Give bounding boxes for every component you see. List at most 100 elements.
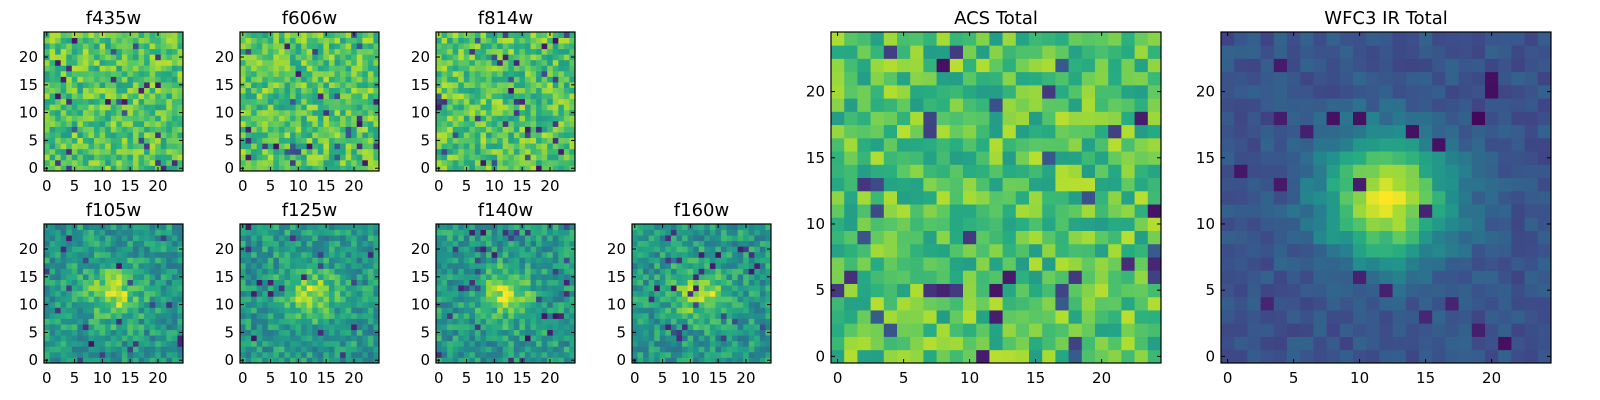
heatmap-cell [458, 126, 465, 133]
heatmap-cell [367, 246, 374, 253]
heatmap-cell [245, 307, 252, 314]
heatmap-cell [632, 262, 638, 269]
heatmap-cell [536, 268, 543, 275]
heatmap-cell [524, 257, 531, 264]
heatmap-cell [345, 346, 352, 353]
heatmap-cell [765, 262, 772, 269]
heatmap-cell [132, 307, 139, 314]
heatmap-cell [323, 268, 330, 275]
heatmap-cell [138, 154, 145, 161]
heatmap-cell [284, 307, 291, 314]
heatmap-cell [497, 154, 504, 161]
heatmap-cell [486, 109, 492, 116]
heatmap-cell [367, 335, 374, 342]
heatmap-cell [77, 115, 84, 122]
heatmap-cell [676, 274, 683, 280]
heatmap-cell [732, 346, 739, 353]
heatmap-cell [290, 285, 296, 292]
heatmap-cell [659, 296, 666, 303]
heatmap-cell [910, 217, 924, 231]
heatmap-cell [82, 290, 89, 297]
heatmap-cell [132, 290, 139, 297]
heatmap-cell [267, 115, 274, 122]
heatmap-cell [132, 165, 139, 172]
heatmap-cell [155, 324, 162, 331]
heatmap-cell [748, 224, 755, 230]
heatmap-cell [949, 177, 964, 192]
heatmap-cell [463, 296, 470, 303]
heatmap-cell [480, 357, 487, 364]
heatmap-cell [547, 82, 554, 88]
heatmap-cell [569, 43, 576, 50]
heatmap-cell [251, 54, 258, 61]
heatmap-cell [295, 115, 302, 122]
heatmap-cell [469, 274, 476, 280]
heatmap-cell [328, 246, 335, 253]
heatmap-cell [121, 257, 128, 264]
heatmap-cell [60, 357, 67, 364]
heatmap-cell [284, 346, 291, 353]
heatmap-cell [267, 268, 274, 275]
heatmap-cell [340, 296, 347, 303]
axes-frame [43, 31, 184, 172]
heatmap-cell [976, 336, 990, 351]
heatmap-cell [536, 59, 543, 66]
heatmap-cell [436, 159, 442, 166]
heatmap-cell [976, 323, 990, 337]
heatmap-cell [301, 257, 308, 264]
heatmap-cell [547, 59, 554, 66]
heatmap-cell [334, 32, 341, 38]
heatmap-cell [55, 224, 62, 230]
heatmap-cell [497, 346, 504, 353]
heatmap-cell [754, 290, 761, 297]
heatmap-cell [486, 351, 492, 358]
heatmap-cell [66, 143, 73, 150]
heatmap-cell [105, 132, 112, 139]
heatmap-cell [463, 70, 470, 77]
heatmap-cell [474, 318, 481, 325]
heatmap-cell [138, 165, 145, 172]
heatmap-cell [66, 312, 73, 319]
heatmap-cell [323, 115, 330, 122]
heatmap-cell [569, 268, 576, 275]
heatmap-cell [883, 310, 898, 324]
heatmap-cell [94, 115, 100, 122]
heatmap-cell [530, 137, 537, 144]
heatmap-cell [99, 143, 106, 150]
heatmap-cell [486, 312, 492, 319]
heatmap-cell [452, 224, 459, 230]
heatmap-cell [362, 48, 369, 55]
heatmap-cell [160, 285, 167, 292]
heatmap-cell [240, 268, 246, 275]
heatmap-cell [149, 240, 156, 247]
heatmap-cell [536, 324, 543, 331]
heatmap-cell [82, 340, 89, 347]
heatmap-cell [547, 120, 554, 127]
heatmap-cell [547, 159, 554, 166]
heatmap-cell [486, 115, 492, 122]
heatmap-cell [670, 312, 677, 319]
heatmap-cell [687, 318, 694, 325]
panel-title: f606w [282, 8, 337, 29]
heatmap-cell [436, 59, 442, 66]
heatmap-cell [502, 48, 509, 55]
heatmap-cell [301, 132, 308, 139]
heatmap-cell [474, 120, 481, 127]
heatmap-cell [513, 240, 520, 247]
heatmap-cell [301, 274, 308, 280]
heatmap-cell [1095, 283, 1109, 298]
heatmap-cell [245, 268, 252, 275]
axes-frame [435, 31, 576, 172]
heatmap-cell [138, 76, 145, 83]
heatmap-cell [49, 32, 56, 38]
heatmap-cell [160, 137, 167, 144]
heatmap-cell [552, 37, 559, 44]
heatmap-cell [155, 54, 162, 61]
heatmap-cell [273, 87, 280, 94]
heatmap-cell [306, 274, 313, 280]
heatmap-cell [563, 357, 570, 364]
heatmap-cell [160, 65, 167, 72]
heatmap-cell [536, 154, 543, 161]
heatmap-cell [632, 296, 638, 303]
heatmap-cell [256, 290, 263, 297]
